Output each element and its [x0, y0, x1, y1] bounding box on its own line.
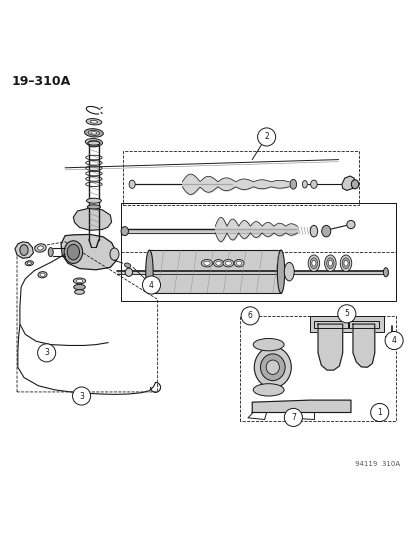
Text: 3: 3 [79, 392, 84, 400]
Ellipse shape [90, 120, 97, 123]
Ellipse shape [260, 354, 285, 381]
Ellipse shape [301, 181, 306, 188]
Polygon shape [15, 242, 33, 259]
Ellipse shape [307, 255, 319, 271]
Circle shape [284, 408, 301, 426]
Ellipse shape [145, 250, 153, 293]
Ellipse shape [342, 258, 349, 269]
Ellipse shape [86, 198, 101, 203]
Ellipse shape [86, 119, 102, 125]
Circle shape [38, 344, 55, 362]
Ellipse shape [254, 346, 291, 388]
Polygon shape [252, 400, 350, 413]
Ellipse shape [266, 360, 279, 375]
Text: 1: 1 [376, 408, 381, 417]
Text: 2: 2 [263, 133, 268, 141]
Ellipse shape [129, 180, 135, 188]
Text: 6: 6 [247, 311, 252, 320]
Ellipse shape [309, 225, 317, 237]
Polygon shape [341, 176, 354, 190]
Polygon shape [317, 324, 342, 370]
Ellipse shape [74, 285, 85, 290]
Ellipse shape [74, 290, 84, 294]
Bar [309, 316, 383, 332]
Text: 3: 3 [44, 349, 49, 357]
Ellipse shape [253, 384, 283, 396]
Ellipse shape [27, 262, 31, 264]
Circle shape [240, 307, 259, 325]
Ellipse shape [64, 241, 83, 263]
Ellipse shape [351, 180, 358, 189]
Ellipse shape [38, 246, 43, 250]
Ellipse shape [328, 260, 332, 266]
Ellipse shape [35, 244, 46, 252]
Text: 4: 4 [149, 280, 154, 289]
Ellipse shape [346, 221, 354, 229]
Ellipse shape [253, 338, 283, 351]
Ellipse shape [392, 334, 396, 339]
Text: 94119  310A: 94119 310A [354, 461, 399, 467]
Circle shape [384, 332, 402, 350]
Text: 19–310A: 19–310A [12, 75, 71, 88]
Ellipse shape [277, 250, 284, 293]
Bar [313, 321, 347, 328]
Ellipse shape [382, 268, 387, 277]
Ellipse shape [326, 258, 333, 269]
Ellipse shape [324, 255, 335, 271]
Ellipse shape [124, 263, 131, 268]
Ellipse shape [321, 225, 330, 237]
Ellipse shape [76, 279, 83, 282]
Bar [149, 250, 280, 293]
Ellipse shape [121, 227, 128, 236]
Ellipse shape [87, 205, 100, 209]
Ellipse shape [125, 268, 132, 277]
Bar [348, 321, 378, 328]
Ellipse shape [203, 261, 210, 265]
Ellipse shape [284, 262, 294, 281]
Ellipse shape [234, 260, 243, 267]
Ellipse shape [201, 260, 212, 267]
Polygon shape [61, 235, 116, 270]
Circle shape [257, 128, 275, 146]
Ellipse shape [290, 179, 296, 189]
Ellipse shape [223, 260, 233, 267]
Ellipse shape [339, 255, 351, 271]
Ellipse shape [88, 131, 100, 135]
Ellipse shape [48, 248, 53, 256]
Ellipse shape [213, 260, 223, 267]
Ellipse shape [85, 139, 102, 146]
Ellipse shape [88, 141, 100, 145]
Ellipse shape [73, 278, 85, 284]
Polygon shape [352, 324, 374, 367]
Ellipse shape [89, 143, 99, 147]
Circle shape [337, 305, 355, 323]
Ellipse shape [215, 261, 221, 265]
Ellipse shape [309, 258, 317, 269]
Circle shape [72, 387, 90, 405]
Ellipse shape [67, 244, 79, 260]
Ellipse shape [225, 261, 231, 265]
Ellipse shape [89, 140, 99, 144]
Ellipse shape [40, 273, 45, 277]
Ellipse shape [25, 261, 33, 265]
Ellipse shape [310, 180, 316, 188]
Ellipse shape [343, 260, 347, 266]
Ellipse shape [311, 260, 315, 266]
Polygon shape [73, 208, 112, 230]
Text: 4: 4 [391, 336, 396, 345]
Ellipse shape [110, 248, 119, 260]
Text: 7: 7 [290, 413, 295, 422]
Ellipse shape [38, 272, 47, 278]
Circle shape [142, 276, 160, 294]
Ellipse shape [84, 128, 103, 137]
Circle shape [370, 403, 388, 422]
Text: 5: 5 [344, 309, 349, 318]
Ellipse shape [236, 261, 241, 265]
Ellipse shape [20, 245, 28, 255]
Ellipse shape [91, 132, 97, 134]
